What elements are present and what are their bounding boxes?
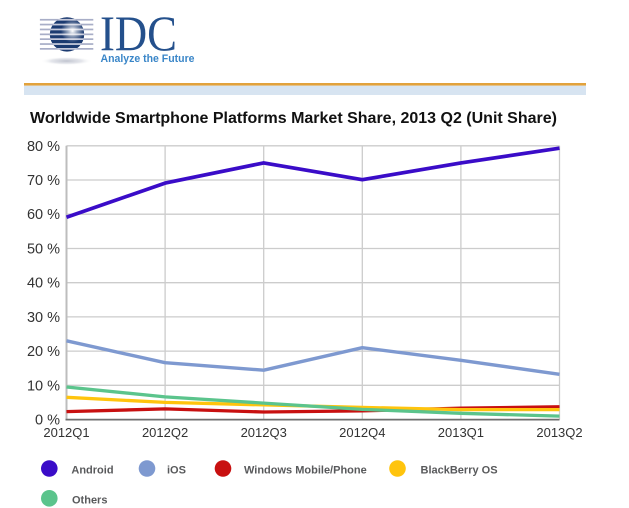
svg-text:50 %: 50 % xyxy=(27,242,60,258)
svg-text:Others: Others xyxy=(72,494,107,506)
svg-text:2012Q4: 2012Q4 xyxy=(339,425,385,440)
svg-text:2012Q3: 2012Q3 xyxy=(241,425,287,440)
svg-text:2013Q1: 2013Q1 xyxy=(438,425,484,440)
svg-text:2012Q2: 2012Q2 xyxy=(142,425,188,440)
svg-text:iOS: iOS xyxy=(167,465,186,477)
svg-text:70 %: 70 % xyxy=(27,173,60,189)
svg-text:80 %: 80 % xyxy=(27,139,60,155)
svg-text:0 %: 0 % xyxy=(35,413,60,429)
svg-text:Worldwide Smartphone Platforms: Worldwide Smartphone Platforms Market Sh… xyxy=(30,110,557,127)
svg-text:2012Q1: 2012Q1 xyxy=(43,425,89,440)
svg-text:20 %: 20 % xyxy=(27,344,60,360)
svg-text:60 %: 60 % xyxy=(27,207,60,223)
svg-text:10 %: 10 % xyxy=(27,378,60,394)
svg-text:40 %: 40 % xyxy=(27,276,60,292)
svg-text:Android: Android xyxy=(71,465,113,477)
svg-text:IDC: IDC xyxy=(100,5,177,61)
svg-text:30 %: 30 % xyxy=(27,310,60,326)
svg-text:Windows Mobile/Phone: Windows Mobile/Phone xyxy=(244,465,367,477)
svg-text:Analyze the Future: Analyze the Future xyxy=(101,53,195,65)
svg-text:BlackBerry OS: BlackBerry OS xyxy=(421,465,498,477)
svg-text:2013Q2: 2013Q2 xyxy=(536,425,582,440)
